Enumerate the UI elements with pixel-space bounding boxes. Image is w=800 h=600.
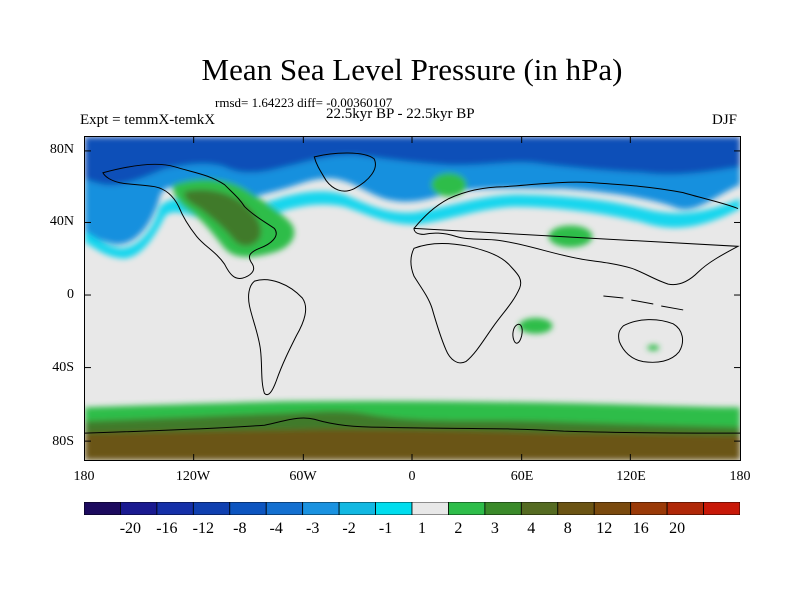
colorbar-swatch xyxy=(520,502,559,515)
season-label: DJF xyxy=(712,112,738,128)
colorbar-tick-label: -12 xyxy=(192,520,214,537)
colorbar-swatch xyxy=(557,502,595,515)
lat-label-80s: 80S xyxy=(52,434,74,449)
colorbar-tick-label: 1 xyxy=(418,520,426,537)
lon-label-60e: 60E xyxy=(510,469,534,484)
colorbar-tick-label: 4 xyxy=(527,520,536,537)
stats-line: rmsd= 1.64223 diff= -0.00360107 xyxy=(215,95,393,110)
colorbar-swatch xyxy=(302,502,340,515)
lon-label-120e: 120E xyxy=(616,469,646,484)
colorbar-tick-label: -16 xyxy=(156,520,178,537)
colorbar-tick-label: -20 xyxy=(119,520,142,537)
colorbar-tick-label: 16 xyxy=(632,520,649,537)
period-label: 22.5kyr BP - 22.5kyr BP xyxy=(326,106,475,122)
colorbar-swatch xyxy=(156,502,194,515)
axis-ticks xyxy=(85,137,740,460)
northern-deep-low-region xyxy=(85,137,740,185)
north-america-olive-core xyxy=(184,189,261,246)
lat-label-0: 0 xyxy=(67,287,74,302)
lat-label-40n: 40N xyxy=(49,214,74,229)
colorbar-swatch xyxy=(703,502,740,515)
lat-label-40s: 40S xyxy=(52,360,74,375)
lon-label-180e: 180 xyxy=(729,469,751,484)
colorbar-tick-label: -8 xyxy=(233,520,247,537)
colorbar-swatch xyxy=(666,502,704,515)
pressure-map xyxy=(84,136,741,461)
colorbar-swatch xyxy=(192,502,231,515)
central-asia-high-region xyxy=(548,225,593,248)
colorbar-swatch xyxy=(411,502,449,515)
australia-high-region xyxy=(647,344,660,351)
colorbar-tick-label: -4 xyxy=(269,520,283,537)
lon-label-0: 0 xyxy=(408,469,416,484)
colorbar-swatch xyxy=(229,502,267,515)
colorbar-swatch xyxy=(375,502,413,515)
colorbar-tick-label: -3 xyxy=(306,520,320,537)
colorbar-tick-label: 20 xyxy=(669,520,686,537)
colorbar-swatch xyxy=(630,502,668,515)
scandinavia-high-region xyxy=(430,172,467,197)
lon-label-60w: 60W xyxy=(289,469,317,484)
colorbar-swatch xyxy=(448,502,486,515)
lat-label-80n: 80N xyxy=(49,142,74,157)
plot-title: Mean Sea Level Pressure (in hPa) xyxy=(201,52,623,87)
colorbar-swatch xyxy=(84,502,121,515)
colorbar xyxy=(84,502,740,515)
colorbar-swatch xyxy=(265,502,304,515)
lon-label-180w: 180 xyxy=(73,469,95,484)
colorbar-tick-label: 2 xyxy=(454,520,463,537)
colorbar-swatch xyxy=(593,502,632,515)
colorbar-swatch xyxy=(338,502,376,515)
colorbar-tick-label: 8 xyxy=(563,520,572,537)
indian-ocean-high-region xyxy=(518,317,553,334)
colorbar-tick-label: 12 xyxy=(596,520,613,537)
coastlines xyxy=(85,152,740,434)
colorbar-tick-label: -2 xyxy=(342,520,356,537)
colorbar-swatch xyxy=(484,502,522,515)
experiment-label: Expt = temmX-temkX xyxy=(80,112,216,128)
colorbar-swatch xyxy=(120,502,158,515)
colorbar-tick-label: 3 xyxy=(490,520,499,537)
antarctic-brown-band xyxy=(85,429,740,460)
lon-label-120w: 120W xyxy=(175,469,211,484)
colorbar-tick-label: -1 xyxy=(378,520,393,537)
